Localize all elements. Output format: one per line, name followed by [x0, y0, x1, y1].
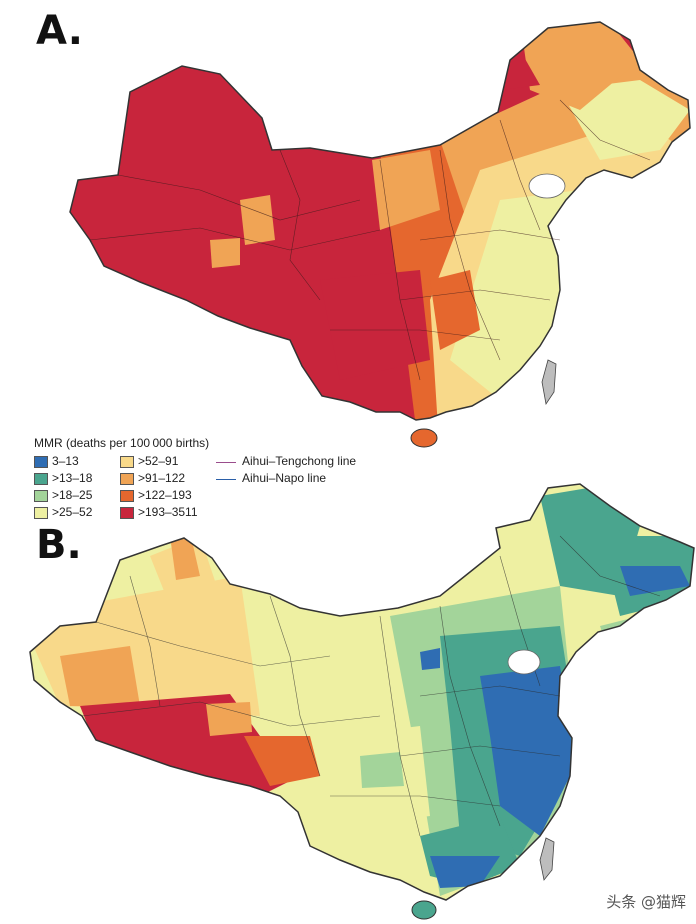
taiwan-a	[541, 359, 557, 406]
legend-title: MMR (deaths per 100 000 births)	[34, 436, 210, 450]
legend-label-193-3511: >193–3511	[138, 505, 198, 519]
legend-label-18-25: >18–25	[52, 488, 93, 502]
legend-label-13-18: >13–18	[52, 471, 93, 485]
map-b	[29, 483, 695, 920]
legend-swatch-52-91	[120, 456, 134, 468]
panel-label-b: B.	[36, 522, 82, 568]
legend-swatch-193-3511	[120, 507, 134, 519]
map-a-borders	[89, 99, 651, 381]
legend-label-25-52: >25–52	[52, 505, 93, 519]
legend-swatch-122-193	[120, 490, 134, 502]
map-a-regions	[70, 22, 690, 420]
legend-swatch-91-122	[120, 473, 134, 485]
legend-label-3-13: 3–13	[52, 454, 79, 468]
aihui-napo-line-sample	[216, 479, 236, 480]
legend-swatch-13-18	[34, 473, 48, 485]
legend-label-aihui-tengchong: Aihui–Tengchong line	[242, 454, 357, 468]
map-a	[69, 21, 691, 448]
map-b-regions	[30, 484, 694, 900]
legend-label-122-193: >122–193	[138, 488, 192, 502]
legend-label-91-122: >91–122	[138, 471, 186, 485]
legend: MMR (deaths per 100 000 births) 3–13 >13…	[34, 436, 374, 522]
taiwan-b	[539, 837, 555, 881]
legend-swatch-3-13	[34, 456, 48, 468]
legend-swatch-18-25	[34, 490, 48, 502]
aihui-tengchong-line-sample	[216, 462, 236, 463]
watermark: 头条 @猫辉	[606, 893, 686, 911]
legend-label-52-91: >52–91	[138, 454, 179, 468]
panel-label-a: A.	[36, 8, 83, 54]
legend-label-aihui-napo: Aihui–Napo line	[242, 471, 327, 485]
legend-swatch-25-52	[34, 507, 48, 519]
